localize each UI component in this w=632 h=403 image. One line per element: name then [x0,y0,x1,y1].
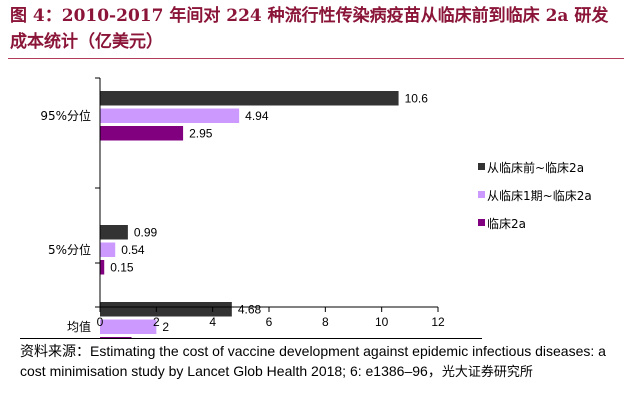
data-label-1-2: 0.99 [134,225,158,239]
category-label-3: 均值 [67,319,91,334]
bar-1-3 [100,302,232,317]
x-tick-label-2: 2 [153,315,160,329]
bar-3-1 [100,126,184,141]
data-label-2-2: 0.54 [121,243,145,257]
data-label-1-3: 4.68 [238,302,262,316]
legend-swatch-2 [478,191,485,198]
x-tick-label-3: 4 [209,315,216,329]
x-tick-label-4: 6 [266,315,273,329]
data-label-3-3: 1.12 [138,337,162,338]
title-divider [8,58,624,59]
bar-3-2 [100,260,105,275]
source-text: Estimating the cost of vaccine developme… [20,343,606,379]
bar-1-1 [100,91,399,106]
legend-label-2: 从临床1期~临床2a [487,189,592,203]
data-label-1-1: 10.6 [405,91,429,105]
source-suffix: 光大证券研究所 [441,365,533,380]
data-label-3-1: 2.95 [189,126,213,140]
bar-2-2 [100,242,116,257]
source-divider [20,338,482,339]
bar-3-3 [100,337,132,338]
bar-chart: 10.6 4.94 2.95 95%分位 0.99 0.54 0.15 5%分位 4.68 2 1.… [40,77,592,338]
category-label-2: 5%分位 [48,242,91,257]
category-label-1: 95%分位 [40,108,91,123]
x-tick-label-1: 0 [97,315,104,329]
bar-2-3 [100,319,157,334]
bar-1-2 [100,225,128,240]
legend-label-1: 从临床前~临床2a [487,160,584,175]
source-prefix: 资料来源： [20,343,90,359]
legend-label-3: 临床2a [487,217,526,231]
x-tick-label-7: 12 [431,315,445,329]
legend-swatch-1 [478,163,485,170]
x-tick-label-6: 10 [375,315,389,329]
legend-swatch-3 [478,219,485,226]
bar-2-1 [100,108,240,123]
data-label-2-3: 2 [162,320,169,334]
x-tick-label-5: 8 [322,315,329,329]
source-note: 资料来源：Estimating the cost of vaccine deve… [20,341,626,383]
data-label-2-1: 4.94 [245,109,269,123]
data-label-3-2: 0.15 [110,260,134,274]
figure-title: 图 4：2010-2017 年间对 224 种流行性传染病疫苗从临床前到临床 2… [10,6,609,52]
